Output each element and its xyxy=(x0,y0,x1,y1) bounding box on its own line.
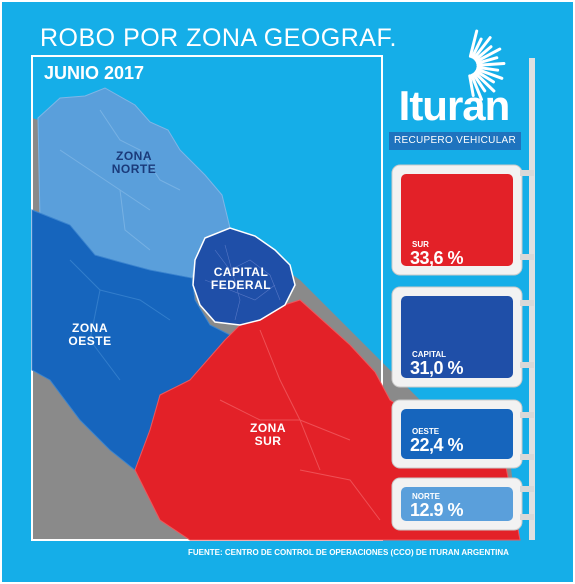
sunburst-ray xyxy=(468,74,475,98)
brand-logo: Ituran xyxy=(398,82,511,129)
sunburst-ray xyxy=(476,61,506,67)
sunburst-icon xyxy=(468,29,506,101)
page-title: ROBO POR ZONA GEOGRAF. xyxy=(40,24,397,52)
zone-capital-region xyxy=(192,227,296,326)
page-subtitle: JUNIO 2017 xyxy=(44,63,145,83)
sidebar-pole xyxy=(529,58,535,540)
zone-label-capital: CAPITAL FEDERAL xyxy=(210,265,272,292)
brand-tagline: RECUPERO VEHICULAR xyxy=(389,132,521,150)
card-fill-oeste xyxy=(401,409,513,459)
sunburst-ray xyxy=(475,67,504,80)
card-value-sur: 33,6 % xyxy=(410,248,464,268)
zone-label-sur: ZONA SUR xyxy=(250,421,286,448)
sunburst-ray xyxy=(475,47,502,63)
sunburst-ray xyxy=(472,72,487,93)
card-label-norte: NORTE xyxy=(412,492,440,501)
card-value-capital: 31,0 % xyxy=(410,358,464,378)
card-label-oeste: OESTE xyxy=(412,427,440,436)
card-fill-norte xyxy=(401,487,513,521)
sunburst-ray xyxy=(473,71,496,93)
card-label-sur: SUR xyxy=(412,240,429,249)
card-value-oeste: 22,4 % xyxy=(410,435,464,455)
sunburst-ray xyxy=(470,37,483,59)
sunburst-ray xyxy=(476,65,500,72)
card-value-norte: 12.9 % xyxy=(410,500,464,520)
zone-label-norte: ZONA NORTE xyxy=(111,149,157,176)
sunburst-ray xyxy=(476,56,499,65)
source-note: FUENTE: CENTRO DE CONTROL DE OPERACIONES… xyxy=(188,548,509,557)
stats-cards xyxy=(391,164,523,531)
card-fill-sur xyxy=(401,174,513,266)
card-connectors xyxy=(520,170,534,520)
sunburst-ray xyxy=(474,69,495,84)
card-fill-capital xyxy=(401,296,513,378)
sunburst-ray xyxy=(474,45,493,62)
district-lines xyxy=(59,109,181,251)
sunburst-ray xyxy=(472,36,492,60)
sunburst-ray xyxy=(468,29,479,58)
district-lines-capital xyxy=(204,244,281,321)
sunburst-ray xyxy=(470,73,483,101)
district-lines-sur xyxy=(219,329,381,521)
zone-label-oeste: ZONA OESTE xyxy=(68,321,112,348)
card-label-capital: CAPITAL xyxy=(412,350,447,359)
district-lines-oeste xyxy=(69,259,171,381)
